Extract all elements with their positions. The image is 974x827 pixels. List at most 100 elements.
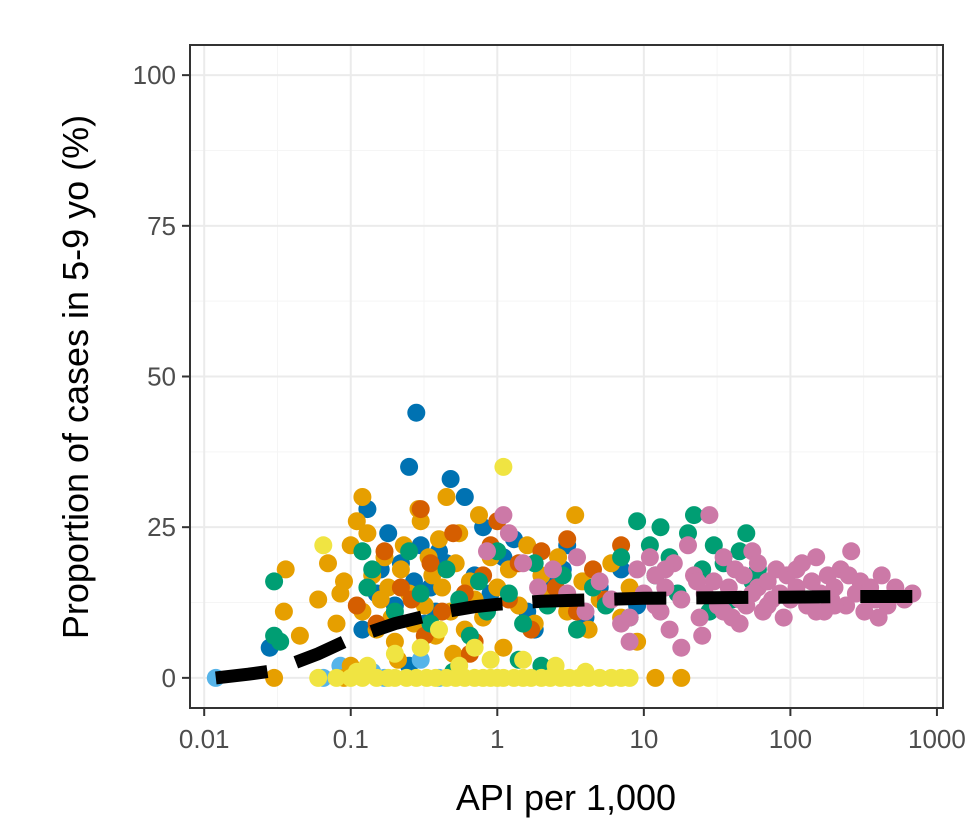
y-tick-label: 50 (147, 362, 176, 392)
data-point (628, 512, 647, 531)
data-point (544, 560, 562, 579)
data-point (714, 548, 733, 567)
data-point (568, 620, 586, 639)
data-point (319, 554, 337, 573)
data-point (353, 620, 372, 639)
data-point (807, 602, 826, 621)
x-tick-label: 10 (629, 724, 658, 754)
data-point (347, 662, 366, 681)
data-point (640, 548, 659, 567)
data-point (576, 662, 595, 681)
data-point (499, 524, 518, 543)
data-point (568, 548, 586, 567)
x-tick-label: 0.01 (179, 724, 230, 754)
data-point (375, 542, 394, 561)
data-point (730, 542, 749, 561)
data-point (646, 668, 665, 687)
data-point (379, 524, 398, 543)
data-point (327, 668, 346, 687)
data-point (494, 457, 513, 476)
data-point (444, 524, 463, 543)
data-point (327, 614, 346, 633)
data-point (566, 506, 585, 525)
data-point (391, 560, 410, 579)
data-point (612, 548, 631, 567)
data-point (411, 638, 430, 657)
data-point (872, 566, 891, 585)
data-point (430, 530, 448, 549)
data-point (353, 488, 372, 506)
data-point (455, 488, 474, 506)
data-point (265, 572, 284, 591)
data-point (518, 536, 537, 555)
data-point (700, 506, 719, 525)
data-point (693, 626, 712, 645)
data-point (807, 548, 826, 567)
data-point (734, 566, 753, 585)
data-point (869, 608, 888, 627)
data-point (265, 668, 284, 687)
data-point (620, 632, 639, 651)
data-point (704, 536, 723, 555)
data-point (774, 608, 793, 627)
x-tick-label: 100 (769, 724, 812, 754)
data-point (672, 668, 691, 687)
data-point (546, 656, 565, 675)
data-point (421, 554, 440, 573)
x-axis: 0.01 0.1 1 10 100 1000 (179, 708, 966, 754)
data-point (379, 578, 398, 597)
x-tick-label: 0.1 (333, 724, 369, 754)
data-point (730, 614, 749, 633)
data-point (314, 536, 333, 555)
data-point (411, 500, 430, 519)
data-point (499, 584, 518, 603)
data-point (687, 572, 706, 591)
data-point (679, 536, 697, 555)
y-axis-title: Proportion of cases in 5-9 yo (%) (55, 115, 96, 639)
data-point (737, 524, 756, 543)
data-point (309, 668, 328, 687)
data-point (620, 608, 639, 627)
data-point (391, 578, 410, 597)
y-tick-label: 100 (133, 60, 176, 90)
y-tick-label: 25 (147, 512, 176, 542)
data-point (437, 488, 456, 506)
data-point (685, 506, 703, 525)
data-point (347, 596, 366, 615)
data-point (470, 506, 488, 525)
data-point (855, 602, 874, 621)
y-axis: 0 25 50 75 100 (133, 60, 190, 693)
data-point (514, 554, 533, 573)
data-point (433, 602, 452, 621)
data-point (353, 542, 372, 561)
data-point (358, 578, 377, 597)
data-point (470, 572, 488, 591)
data-point (651, 518, 670, 537)
x-axis-title: API per 1,000 (456, 777, 676, 818)
data-point (481, 650, 500, 669)
data-point (400, 457, 419, 476)
y-tick-label: 75 (147, 211, 176, 241)
data-point (529, 578, 548, 597)
x-tick-label: 1 (490, 724, 504, 754)
data-point (276, 560, 295, 579)
data-point (576, 602, 595, 621)
data-point (690, 608, 709, 627)
data-point (437, 560, 456, 579)
data-point (704, 572, 723, 591)
data-point (787, 560, 806, 579)
data-point (656, 560, 675, 579)
data-point (558, 530, 577, 549)
x-tick-label: 1000 (908, 724, 966, 754)
data-point (433, 578, 452, 597)
data-point (620, 668, 639, 687)
data-point (407, 403, 426, 422)
data-point (672, 590, 691, 609)
data-point (660, 620, 679, 639)
data-point (478, 542, 496, 561)
data-point (758, 596, 777, 615)
data-point (309, 590, 328, 609)
data-point (465, 638, 484, 657)
data-point (748, 554, 767, 573)
